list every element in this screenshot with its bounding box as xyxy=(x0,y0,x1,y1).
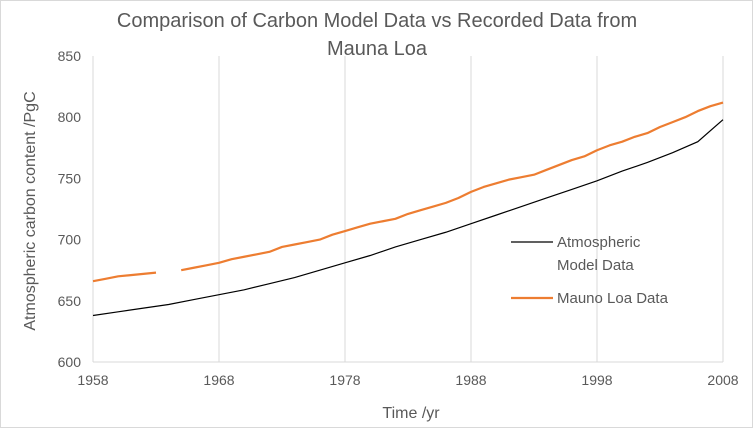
x-tick-label: 1958 xyxy=(77,372,108,388)
legend-label-mauno-loa: Mauno Loa Data xyxy=(557,290,669,307)
legend: Atmospheric Model Data Mauno Loa Data xyxy=(511,234,669,307)
y-tick-label: 850 xyxy=(58,48,82,64)
series-line-atmospheric-model xyxy=(92,119,724,317)
chart-title-line2: Mauna Loa xyxy=(327,38,428,60)
y-tick-label: 800 xyxy=(58,109,82,125)
legend-label-model-line2: Model Data xyxy=(557,257,634,274)
x-tick-label: 1998 xyxy=(581,372,612,388)
gridlines xyxy=(92,56,724,362)
x-axis-title: Time /yr xyxy=(382,405,440,422)
y-tick-label: 600 xyxy=(58,354,82,370)
y-axis-title: Atmospheric carbon content /PgC xyxy=(22,91,39,330)
x-tick-label: 1968 xyxy=(203,372,234,388)
legend-label-model-line1: Atmospheric xyxy=(557,234,641,251)
x-tick-label: 2008 xyxy=(707,372,738,388)
series-line-mauno-loa-segment-2 xyxy=(180,101,724,272)
x-tick-label: 1988 xyxy=(455,372,486,388)
y-tick-label: 650 xyxy=(58,293,82,309)
y-tick-label: 750 xyxy=(58,170,82,186)
series-line-mauno-loa-segment-1 xyxy=(92,271,157,283)
axes: 1958 1968 1978 1988 1998 2008 600 650 700 750 800 8… xyxy=(58,48,739,388)
series xyxy=(92,101,724,317)
y-tick-label: 700 xyxy=(58,232,82,248)
x-tick-label: 1978 xyxy=(329,372,360,388)
chart-title-line1: Comparison of Carbon Model Data vs Recor… xyxy=(117,10,637,32)
